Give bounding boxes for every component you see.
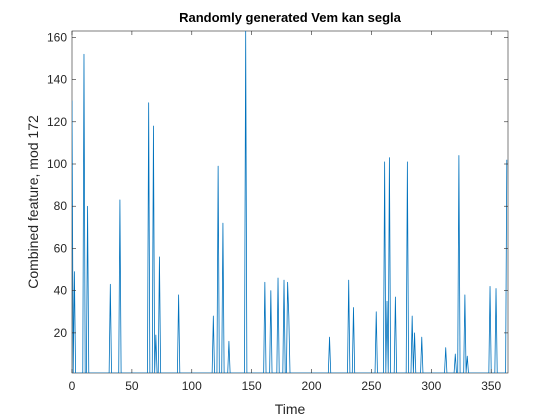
y-tick-label: 100 [47, 157, 67, 171]
y-tick-label: 120 [47, 115, 67, 129]
y-tick-label: 80 [54, 199, 68, 213]
x-tick-label: 50 [125, 379, 139, 393]
series-group [72, 31, 508, 373]
y-axis-label: Combined feature, mod 172 [25, 115, 41, 289]
chart-title: Randomly generated Vem kan segla [179, 10, 402, 25]
y-tick-label: 60 [54, 241, 68, 255]
data-line [72, 31, 508, 373]
x-axis-label: Time [275, 401, 306, 417]
x-tick-label: 350 [481, 379, 501, 393]
y-tick-label: 40 [54, 284, 68, 298]
x-tick-label: 250 [361, 379, 381, 393]
x-tick-label: 100 [182, 379, 202, 393]
x-tick-label: 200 [302, 379, 322, 393]
y-tick-label: 160 [47, 30, 67, 44]
plot-area [71, 30, 509, 374]
x-tick-label: 0 [69, 379, 76, 393]
y-tick-label: 20 [54, 326, 68, 340]
y-tick-label: 140 [47, 73, 67, 87]
x-tick-label: 150 [242, 379, 262, 393]
x-tick-label: 300 [421, 379, 441, 393]
